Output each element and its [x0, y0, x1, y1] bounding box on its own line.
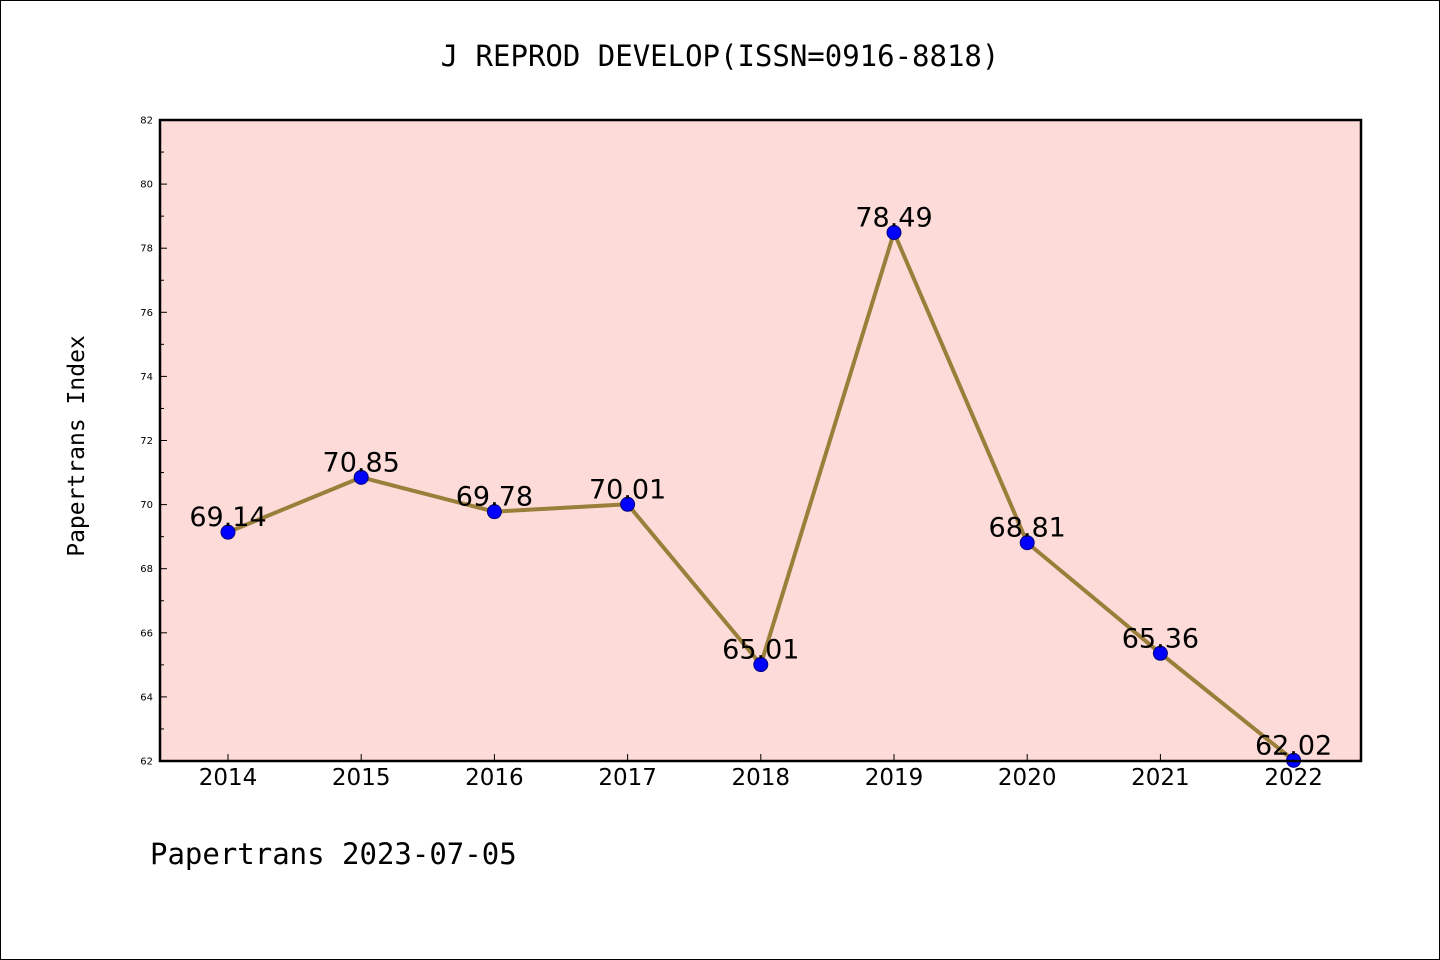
y-tick-label: 82	[140, 116, 153, 127]
x-tick-label: 2021	[1131, 765, 1190, 791]
data-point	[1019, 535, 1035, 551]
data-label: 69.78	[456, 482, 533, 513]
x-axis-ticks: 2014 2015 2016 2017 2018 2019 2020 2021 2022	[199, 754, 1323, 791]
data-point	[753, 657, 769, 673]
plot-border	[158, 118, 1363, 763]
x-tick-label: 2017	[598, 765, 657, 791]
x-tick-label: 2018	[732, 765, 791, 791]
y-tick-label: 68	[140, 564, 153, 575]
x-tick-label: 2022	[1264, 765, 1323, 791]
data-label: 65.01	[722, 635, 799, 666]
x-tick-label: 2015	[332, 765, 391, 791]
data-label: 78.49	[855, 202, 932, 233]
x-tick-label: 2016	[465, 765, 524, 791]
data-point	[886, 224, 902, 240]
data-label: 62.02	[1255, 730, 1332, 761]
data-labels: 69.14 70.85 69.78 70.01 65.01 78.49 68.81 65.36…	[189, 202, 1332, 761]
data-point	[486, 504, 502, 520]
x-tick-label: 2019	[865, 765, 924, 791]
y-tick-label: 62	[140, 757, 153, 768]
y-tick-label: 64	[140, 692, 153, 703]
y-tick-label: 66	[140, 628, 153, 639]
data-label: 70.85	[323, 447, 400, 478]
y-axis-label: Papertrans Index	[64, 335, 90, 557]
data-point	[1152, 645, 1168, 661]
y-tick-label: 74	[140, 372, 153, 383]
y-tick-label: 80	[140, 180, 153, 191]
y-tick-label: 78	[140, 244, 153, 255]
data-label: 68.81	[989, 513, 1066, 544]
data-point	[353, 469, 369, 485]
footer-text: Papertrans 2023-07-05	[150, 837, 517, 871]
chart-title: J REPROD DEVELOP(ISSN=0916-8818)	[441, 39, 1000, 73]
data-label: 70.01	[589, 474, 666, 505]
data-point	[220, 524, 236, 540]
data-label: 69.14	[189, 502, 266, 533]
y-tick-label: 72	[140, 436, 153, 447]
x-tick-label: 2014	[199, 765, 258, 791]
y-tick-label: 76	[140, 308, 153, 319]
data-point	[620, 496, 636, 512]
x-tick-label: 2020	[998, 765, 1057, 791]
data-label: 65.36	[1122, 623, 1199, 654]
y-tick-label: 70	[140, 500, 153, 511]
